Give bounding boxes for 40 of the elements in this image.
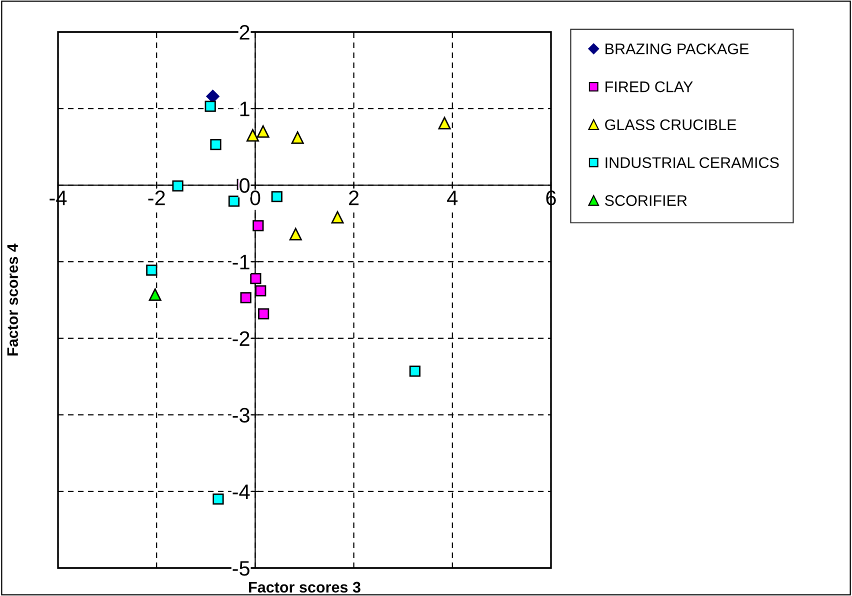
point [258, 308, 270, 320]
point [210, 139, 222, 150]
point [271, 191, 282, 202]
legend-label: SCORIFIER [605, 195, 687, 206]
point [255, 285, 266, 296]
y-tick-label: 1 [240, 102, 250, 116]
point [246, 129, 259, 142]
point [172, 180, 184, 192]
point [331, 211, 344, 224]
y-tick-label: -2 [232, 331, 250, 346]
point [409, 366, 420, 377]
y-axis-title: Factor scores 4 [7, 244, 18, 356]
point [206, 90, 220, 103]
x-tick-label: -2 [148, 190, 165, 206]
x-axis-title: Factor scores 3 [249, 582, 360, 593]
y-tick-label: -3 [232, 408, 250, 423]
point [148, 288, 162, 301]
legend-label: FIRED CLAY [606, 81, 693, 92]
y-tick-label: -5 [232, 561, 250, 576]
point [228, 196, 240, 207]
point [438, 116, 451, 130]
point [291, 131, 304, 144]
y-tick-label: -4 [232, 484, 250, 499]
x-tick-label: 0 [250, 190, 260, 206]
legend-label: INDUSTRIAL CERAMICS [606, 157, 779, 168]
point [212, 494, 224, 505]
point [252, 220, 264, 232]
point [204, 100, 216, 112]
point [289, 228, 302, 240]
x-tick-label: 4 [447, 190, 458, 206]
y-tick-label: -1 [232, 254, 250, 270]
point [250, 273, 262, 284]
point [256, 125, 270, 138]
y-tick-label: 2 [240, 25, 250, 40]
point [240, 292, 252, 304]
legend-label: GLASS CRUCIBLE [605, 119, 736, 130]
x-tick-label: 2 [349, 190, 359, 206]
point [146, 264, 158, 276]
legend-label: BRAZING PACKAGE [606, 43, 749, 54]
y-tick-label: 0 [240, 178, 250, 193]
